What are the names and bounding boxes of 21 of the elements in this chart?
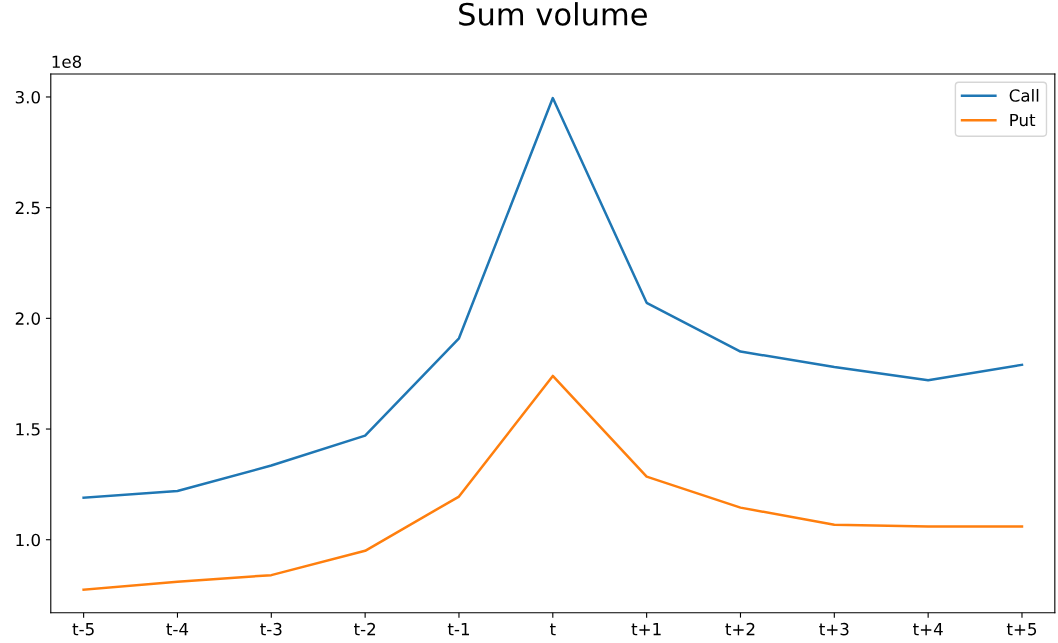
x-tick-label: t-5	[72, 623, 94, 636]
x-tick-label: t-2	[354, 622, 376, 636]
x-tick-label: t+3	[819, 622, 849, 636]
line-series	[82, 374, 1024, 592]
y-tick-label: 1.0	[16, 533, 40, 547]
y-tick-label: 1.5	[16, 423, 40, 436]
x-tick-label: t+4	[913, 623, 943, 636]
text: 1e8	[52, 55, 82, 69]
y-tick-label: 2.5	[15, 201, 40, 215]
x-tick-label: t-4	[166, 623, 189, 636]
x-tick-label: t-1	[447, 623, 470, 636]
x-tick-label: t-3	[260, 622, 282, 636]
legend-label: Put	[1010, 113, 1036, 127]
y-tick-label: 3.0	[15, 90, 40, 104]
chart-title: Sum volume	[459, 2, 647, 26]
x-tick-label: t+2	[725, 622, 755, 636]
legend-label: Call	[1009, 88, 1039, 102]
x-tick-label: t+1	[631, 623, 661, 636]
x-tick-label: t+5	[1006, 623, 1037, 636]
y-tick-label: 2.0	[15, 312, 40, 325]
x-tick-label: t	[549, 623, 556, 636]
